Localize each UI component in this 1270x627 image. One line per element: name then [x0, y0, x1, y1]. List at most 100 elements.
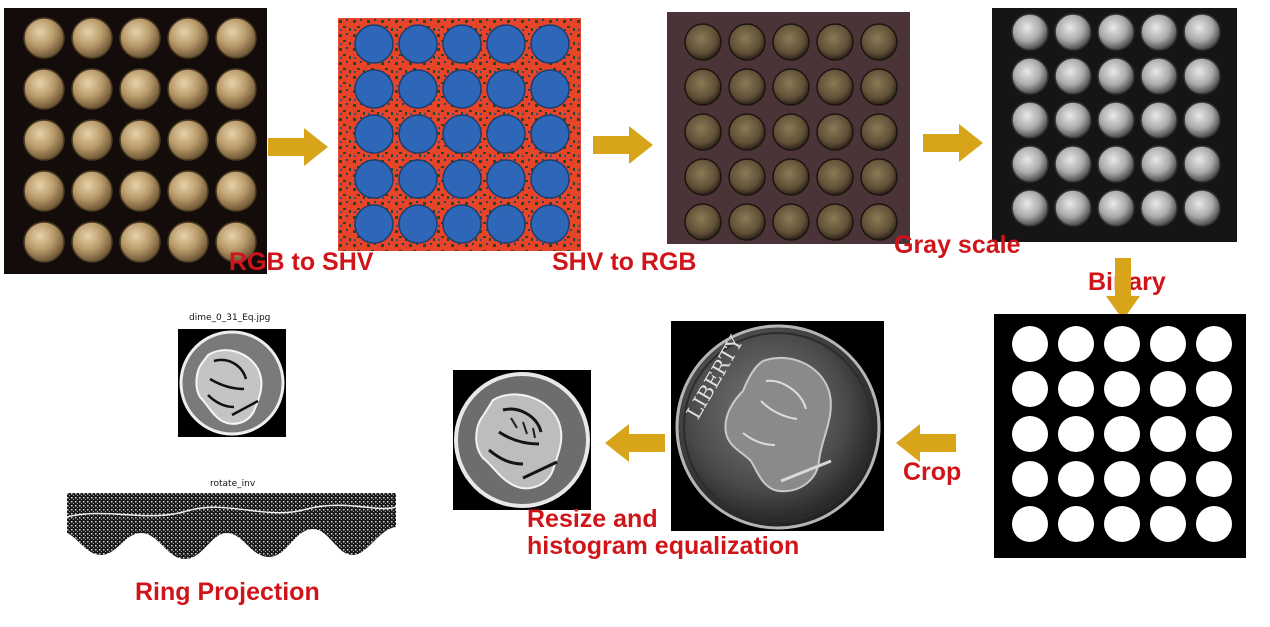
label-resize-line2: histogram equalization: [527, 532, 800, 560]
binary-disk: [1058, 326, 1094, 362]
gray-coin: [1011, 101, 1049, 139]
rgb-coins-image: [4, 8, 267, 274]
binary-disk: [1196, 506, 1232, 542]
hsv-coin: [530, 24, 570, 64]
binary-disk: [1196, 326, 1232, 362]
binary-disk: [1150, 461, 1186, 497]
brown-coin: [860, 23, 898, 61]
hsv-coin: [442, 24, 482, 64]
gold-coin: [215, 170, 257, 212]
label-resize: Resize and histogram equalization: [527, 506, 799, 560]
label-ring-projection: Ring Projection: [135, 578, 320, 606]
label-resize-line1: Resize and: [527, 505, 658, 533]
gold-coin: [215, 17, 257, 59]
gray-coin: [1140, 145, 1178, 183]
gray-coin: [1011, 145, 1049, 183]
binary-disk: [1058, 461, 1094, 497]
binary-disk: [1150, 506, 1186, 542]
brown-coin: [816, 113, 854, 151]
arrow-left-icon: [894, 424, 956, 462]
gold-coin: [71, 221, 113, 263]
hsv-coin: [530, 69, 570, 109]
hsv-coin: [398, 159, 438, 199]
gray-scale-image: [992, 8, 1237, 242]
brown-coin: [772, 158, 810, 196]
label-shv-to-rgb: SHV to RGB: [552, 248, 697, 276]
gold-coin: [71, 68, 113, 110]
gray-coin: [1097, 57, 1135, 95]
label-rgb-to-shv: RGB to SHV: [229, 248, 374, 276]
dime-file-caption: dime_0_31_Eq.jpg: [189, 313, 271, 323]
brown-coin: [684, 203, 722, 241]
gray-coin: [1054, 13, 1092, 51]
gold-coin: [71, 170, 113, 212]
gold-coin: [23, 68, 65, 110]
brown-coin: [772, 203, 810, 241]
hsv-coin: [442, 69, 482, 109]
brown-coin: [816, 203, 854, 241]
brown-coin: [728, 23, 766, 61]
binary-disk: [1196, 416, 1232, 452]
brown-coin: [728, 158, 766, 196]
gold-coin: [71, 119, 113, 161]
binary-disk: [1104, 416, 1140, 452]
hsv-coin: [486, 204, 526, 244]
gray-coin: [1183, 145, 1221, 183]
binary-disk: [1012, 461, 1048, 497]
gold-coin: [119, 221, 161, 263]
brown-coin: [684, 23, 722, 61]
binary-disk: [1058, 506, 1094, 542]
binary-disk: [1150, 326, 1186, 362]
hsv-image: [338, 18, 581, 251]
gold-coin: [167, 17, 209, 59]
gold-coin: [119, 68, 161, 110]
hsv-coin: [442, 159, 482, 199]
gold-coin: [215, 68, 257, 110]
gray-coin: [1140, 101, 1178, 139]
gray-coin: [1054, 101, 1092, 139]
gray-coin: [1011, 189, 1049, 227]
hsv-coin: [530, 114, 570, 154]
hsv-coin: [530, 204, 570, 244]
gray-coin: [1097, 101, 1135, 139]
binary-disk: [1012, 416, 1048, 452]
binary-disk: [1104, 461, 1140, 497]
gold-coin: [167, 221, 209, 263]
gold-coin: [119, 170, 161, 212]
label-gray-scale: Gray scale: [894, 231, 1021, 259]
binary-image: [994, 314, 1246, 558]
brown-coin: [728, 113, 766, 151]
arrow-right-icon: [593, 126, 655, 164]
hsv-coin: [442, 204, 482, 244]
brown-coin: [816, 158, 854, 196]
brown-coin: [684, 68, 722, 106]
hsv-coin: [442, 114, 482, 154]
binary-disk: [1012, 371, 1048, 407]
gray-coin: [1054, 145, 1092, 183]
gold-coin: [119, 119, 161, 161]
hsv-coin: [398, 24, 438, 64]
rotate-caption: rotate_inv: [210, 479, 256, 489]
brown-coin: [684, 158, 722, 196]
small-dime-image: [178, 329, 286, 437]
brown-coin: [816, 23, 854, 61]
gray-coin: [1183, 101, 1221, 139]
gold-coin: [167, 68, 209, 110]
equalized-dime-image: [453, 370, 591, 510]
brown-coin: [728, 203, 766, 241]
brown-coin: [728, 68, 766, 106]
binary-disk: [1012, 326, 1048, 362]
brown-coin: [860, 68, 898, 106]
gold-coin: [71, 17, 113, 59]
binary-disk: [1104, 326, 1140, 362]
gray-coin: [1097, 13, 1135, 51]
hsv-coin: [354, 24, 394, 64]
gold-coin: [167, 170, 209, 212]
binary-disk: [1058, 371, 1094, 407]
brown-coin: [772, 23, 810, 61]
brown-coin: [772, 68, 810, 106]
binary-disk: [1012, 506, 1048, 542]
brown-coin: [860, 113, 898, 151]
gold-coin: [215, 221, 257, 263]
hsv-coin: [486, 24, 526, 64]
